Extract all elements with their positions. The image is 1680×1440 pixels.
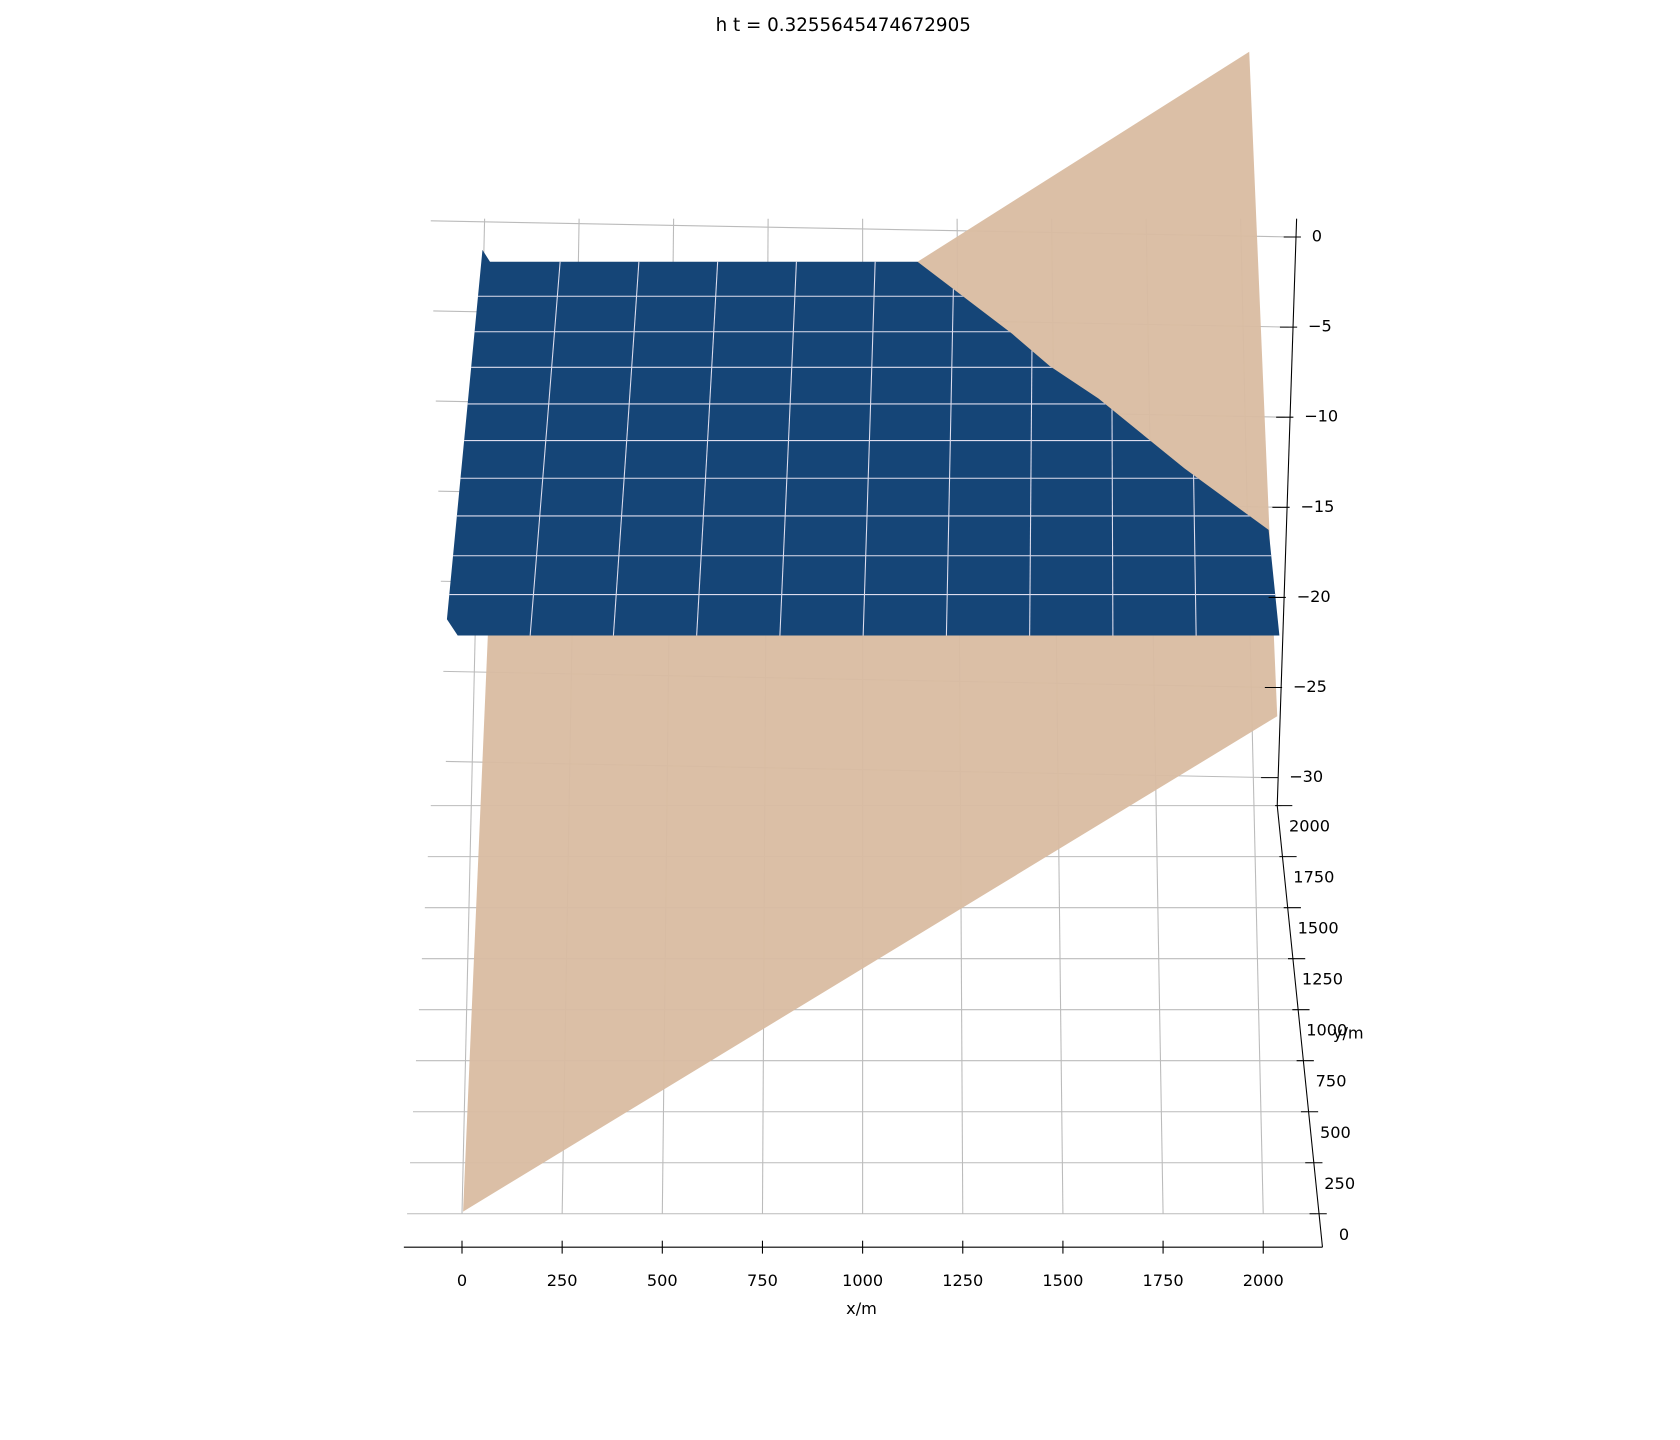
y-axis-line: [1276, 805, 1323, 1248]
x-tick-label: 1750: [1143, 1271, 1184, 1290]
x-tick-label: 1250: [942, 1271, 983, 1290]
y-tick-label: 0: [1339, 1225, 1349, 1244]
chart-title: h t = 0.3255645474672905: [716, 15, 971, 36]
y-axis-label: y/m: [1333, 1023, 1364, 1042]
y-tick-label: 250: [1324, 1174, 1355, 1193]
z-tick-label: −25: [1293, 677, 1327, 696]
y-tick-label: 1750: [1293, 868, 1334, 887]
z-tick-label: −20: [1297, 587, 1331, 606]
x-tick-label: 1500: [1042, 1271, 1083, 1290]
y-tick-label: 500: [1320, 1123, 1351, 1142]
z-tick-label: −10: [1304, 407, 1338, 426]
axes: 0 250 500 750 1000 1250 1500 1750 2000 0 250 500 750…: [403, 218, 1355, 1290]
x-axis-label: x/m: [846, 1299, 877, 1318]
x-tick-label: 0: [457, 1271, 467, 1290]
mesh-line: [862, 249, 877, 636]
surfaces: [446, 51, 1280, 1212]
x-tick-label: 2000: [1243, 1271, 1284, 1290]
y-tick-label: 1500: [1298, 919, 1339, 938]
x-tick-label: 750: [747, 1271, 778, 1290]
z-tick-label: −15: [1300, 497, 1334, 516]
x-tick-label: 1000: [842, 1271, 883, 1290]
mesh-line: [945, 249, 955, 636]
y-tick-label: 2000: [1289, 817, 1330, 836]
z-axis-line: [1276, 218, 1298, 806]
mesh-line: [779, 249, 798, 636]
water-surface: [446, 249, 1280, 636]
y-tick-label: 1000: [1306, 1021, 1347, 1040]
y-tick-label: 1250: [1302, 970, 1343, 989]
z-tick-label: 0: [1312, 227, 1322, 246]
y-tick-label: 750: [1316, 1072, 1347, 1091]
z-tick-label: −5: [1308, 317, 1332, 336]
mesh-line: [696, 249, 719, 636]
mesh-line: [612, 249, 641, 636]
z-tick-label: −30: [1289, 767, 1323, 786]
x-tick-label: 500: [647, 1271, 678, 1290]
mesh-line: [529, 249, 562, 636]
x-tick-label: 250: [547, 1271, 578, 1290]
